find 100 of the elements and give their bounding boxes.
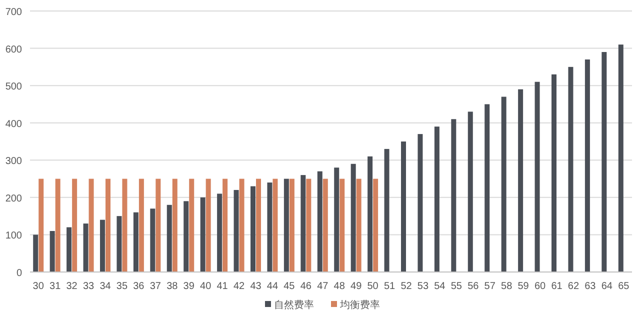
bar: [66, 227, 72, 272]
x-tick-label: 55: [450, 281, 462, 292]
bar: [256, 178, 261, 272]
x-tick-label: 44: [266, 281, 278, 292]
legend-label: 均衡费率: [339, 299, 380, 311]
x-tick-label: 46: [300, 281, 312, 292]
bar: [272, 178, 278, 272]
bar: [518, 89, 524, 272]
x-tick-label: 51: [384, 281, 396, 292]
bar: [239, 178, 244, 272]
bar: [222, 178, 228, 272]
bar: [300, 175, 306, 272]
x-tick-label: 36: [133, 281, 145, 292]
bar: [55, 178, 60, 272]
bar: [217, 194, 222, 272]
bar: [322, 178, 328, 272]
x-tick-label: 32: [66, 281, 78, 292]
bar: [122, 178, 128, 272]
x-tick-label: 56: [468, 281, 480, 292]
bar: [184, 201, 189, 272]
x-tick-label: 63: [584, 281, 596, 292]
x-tick-label: 37: [150, 281, 162, 292]
bar: [138, 178, 144, 272]
y-tick-label: 200: [5, 193, 22, 204]
x-tick-label: 50: [367, 281, 379, 292]
x-tick-label: 34: [100, 281, 112, 292]
x-tick-label: 59: [518, 281, 530, 292]
bar: [166, 204, 172, 272]
bar: [189, 178, 194, 272]
y-tick-label: 300: [5, 156, 22, 168]
x-tick-label: 47: [317, 281, 329, 292]
bar: [451, 119, 456, 272]
x-tick-label: 48: [334, 281, 346, 292]
y-tick-label: 500: [5, 82, 22, 93]
bar: [106, 178, 110, 272]
bar: [83, 224, 88, 272]
bar: [289, 178, 294, 272]
y-tick-label: 600: [5, 44, 22, 56]
bar: [250, 186, 256, 272]
y-tick-label: 0: [16, 268, 22, 279]
x-tick-label: 54: [434, 281, 446, 292]
x-tick-label: 35: [116, 281, 128, 292]
x-tick-label: 41: [216, 281, 228, 292]
y-tick-label: 100: [5, 230, 22, 242]
x-tick-label: 40: [200, 281, 212, 292]
bar: [50, 230, 55, 272]
bar: [206, 178, 211, 272]
x-tick-label: 43: [250, 281, 262, 292]
y-tick-label: 700: [5, 7, 22, 18]
bar: [568, 66, 574, 272]
bar: [200, 197, 206, 272]
bar: [284, 178, 289, 272]
bar: [484, 104, 490, 272]
bar: [234, 190, 239, 272]
x-tick-label: 58: [501, 281, 513, 292]
bar: [534, 82, 540, 272]
x-tick-label: 42: [233, 281, 246, 292]
bar: [38, 178, 44, 272]
x-tick-label: 57: [484, 281, 496, 292]
bar: [306, 178, 312, 272]
bar: [116, 216, 122, 272]
x-tick-label: 61: [551, 281, 563, 292]
bar: [418, 134, 423, 272]
bar: [401, 142, 406, 272]
bar: [72, 178, 78, 272]
bar: [340, 178, 345, 272]
bar: [368, 156, 373, 272]
bar: [317, 171, 322, 272]
bar: [602, 52, 607, 272]
bar: [133, 212, 138, 272]
bar: [350, 164, 356, 272]
x-tick-label: 65: [618, 281, 630, 292]
bar: [618, 44, 624, 272]
bar: [356, 178, 362, 272]
x-tick-label: 64: [601, 281, 613, 292]
x-tick-label: 31: [50, 281, 62, 292]
bar: [384, 148, 390, 272]
legend-label: 自然费率: [274, 299, 314, 311]
x-tick-label: 38: [166, 281, 178, 292]
bar: [172, 178, 178, 272]
x-tick-label: 39: [183, 281, 195, 292]
bar: [156, 178, 161, 272]
x-tick-label: 49: [350, 281, 362, 292]
x-tick-label: 52: [400, 281, 412, 292]
bar: [434, 126, 440, 272]
bar: [267, 182, 272, 272]
x-tick-label: 33: [82, 281, 95, 292]
bar: [552, 74, 556, 272]
bar: [468, 112, 473, 272]
y-tick-label: 400: [5, 118, 22, 130]
bar: [100, 220, 105, 272]
bar: [88, 178, 94, 272]
bar: [33, 234, 38, 272]
bar: [334, 168, 340, 272]
bar: [150, 208, 156, 272]
x-tick-label: 53: [417, 281, 429, 292]
x-tick-label: 30: [32, 281, 44, 292]
bar: [501, 96, 506, 272]
bar: [373, 178, 378, 272]
x-tick-label: 45: [284, 281, 296, 292]
